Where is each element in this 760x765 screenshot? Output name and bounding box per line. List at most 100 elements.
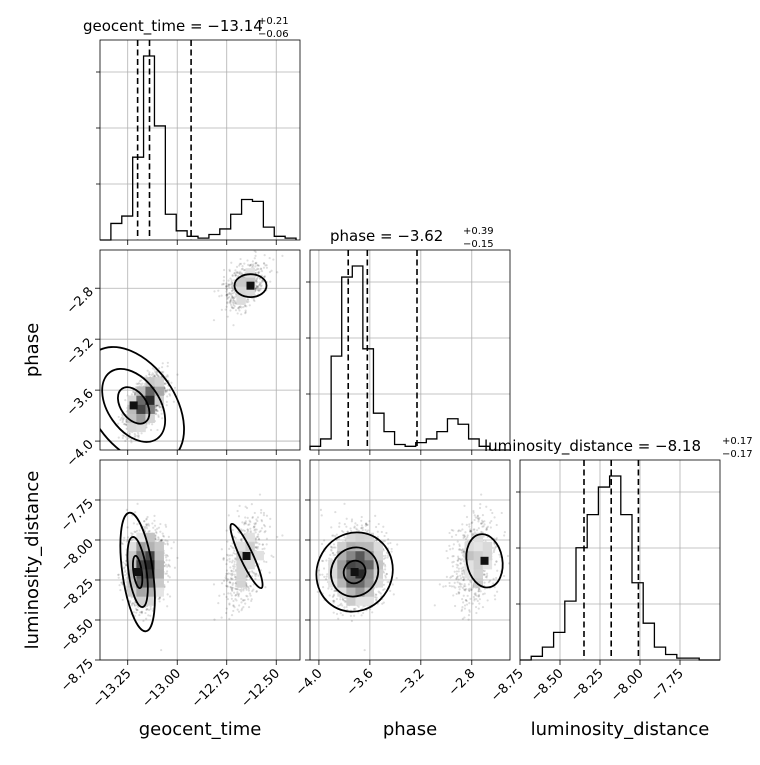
sample-point [140, 611, 142, 613]
sample-point [228, 514, 230, 516]
sample-point [118, 577, 120, 579]
title-phase: phase = −3.62 +0.39 −0.15 [330, 226, 494, 250]
sample-point [232, 529, 234, 531]
sample-point [231, 590, 233, 592]
sample-point [160, 409, 162, 411]
sample-point [257, 575, 259, 577]
sample-point [221, 283, 223, 285]
sample-point [231, 554, 233, 556]
sample-point [223, 580, 225, 582]
sample-point [269, 271, 271, 273]
sample-point [229, 270, 231, 272]
sample-point [130, 441, 132, 443]
sample-point [153, 515, 155, 517]
sample-point [234, 576, 236, 578]
sample-point [126, 509, 128, 511]
sample-point [238, 593, 240, 595]
sample-point [256, 529, 258, 531]
sample-point [252, 588, 254, 590]
sample-point [260, 509, 262, 511]
sample-point [238, 604, 240, 606]
sample-point [249, 592, 251, 594]
sample-point [255, 518, 257, 520]
sample-point [122, 437, 124, 439]
sample-point [226, 301, 228, 303]
sample-point [245, 522, 247, 524]
sample-point [238, 309, 240, 311]
sample-point [155, 406, 157, 408]
sample-point [257, 533, 259, 535]
sample-point [240, 598, 242, 600]
sample-point [256, 288, 258, 290]
sample-point [139, 380, 141, 382]
sample-point [230, 262, 232, 264]
sample-point [259, 282, 261, 284]
sample-point [231, 614, 233, 616]
sample-point [269, 257, 271, 259]
sample-point [231, 598, 233, 600]
sample-point [153, 520, 155, 522]
title-geocent-time: geocent_time = −13.14 +0.21 −0.06 [83, 16, 289, 40]
sample-point [218, 295, 220, 297]
sample-point [136, 503, 138, 505]
sample-point [141, 382, 143, 384]
sample-point [247, 264, 249, 266]
sample-point [263, 276, 265, 278]
sample-point [154, 375, 156, 377]
sample-point [139, 383, 141, 385]
sample-point [230, 298, 232, 300]
sample-point [164, 524, 166, 526]
sample-point [159, 600, 161, 602]
sample-point [234, 566, 236, 568]
sample-point [239, 258, 241, 260]
sample-point [124, 440, 126, 442]
sample-point [242, 268, 244, 270]
sample-point [150, 606, 152, 608]
sample-point [269, 572, 271, 574]
sample-point [255, 540, 257, 542]
sample-point [123, 537, 125, 539]
sample-point [162, 362, 164, 364]
sample-point [254, 578, 256, 580]
sample-point [226, 569, 228, 571]
sample-point [170, 382, 172, 384]
sample-point [151, 423, 153, 425]
sample-point [213, 619, 215, 621]
sample-point [124, 571, 126, 573]
sample-point [137, 433, 139, 435]
y-tick-label: −2.8 [64, 284, 97, 317]
sample-point [227, 572, 229, 574]
sample-point [165, 526, 167, 528]
sample-point [233, 550, 235, 552]
sample-point [225, 283, 227, 285]
sample-point [169, 595, 171, 597]
sample-point [245, 506, 247, 508]
sample-point [163, 535, 165, 537]
sample-point [234, 275, 236, 277]
sample-point [229, 586, 231, 588]
sample-point [250, 264, 252, 266]
sample-point [235, 309, 237, 311]
sample-point [266, 267, 268, 269]
sample-point [161, 417, 163, 419]
histogram-step [310, 266, 510, 450]
sample-point [265, 561, 267, 563]
sample-point [118, 416, 120, 418]
sample-point [225, 288, 227, 290]
sample-point [263, 547, 265, 549]
sample-point [233, 297, 235, 299]
sample-point [258, 265, 260, 267]
sample-point [252, 260, 254, 262]
sample-point [244, 602, 246, 604]
sample-point [240, 313, 242, 315]
sample-point [255, 538, 257, 540]
sample-point [134, 392, 136, 394]
sample-point [167, 362, 169, 364]
sample-point [213, 290, 215, 292]
sample-point [258, 272, 260, 274]
sample-point [221, 294, 223, 296]
sample-point [231, 572, 233, 574]
sample-point [167, 365, 169, 367]
